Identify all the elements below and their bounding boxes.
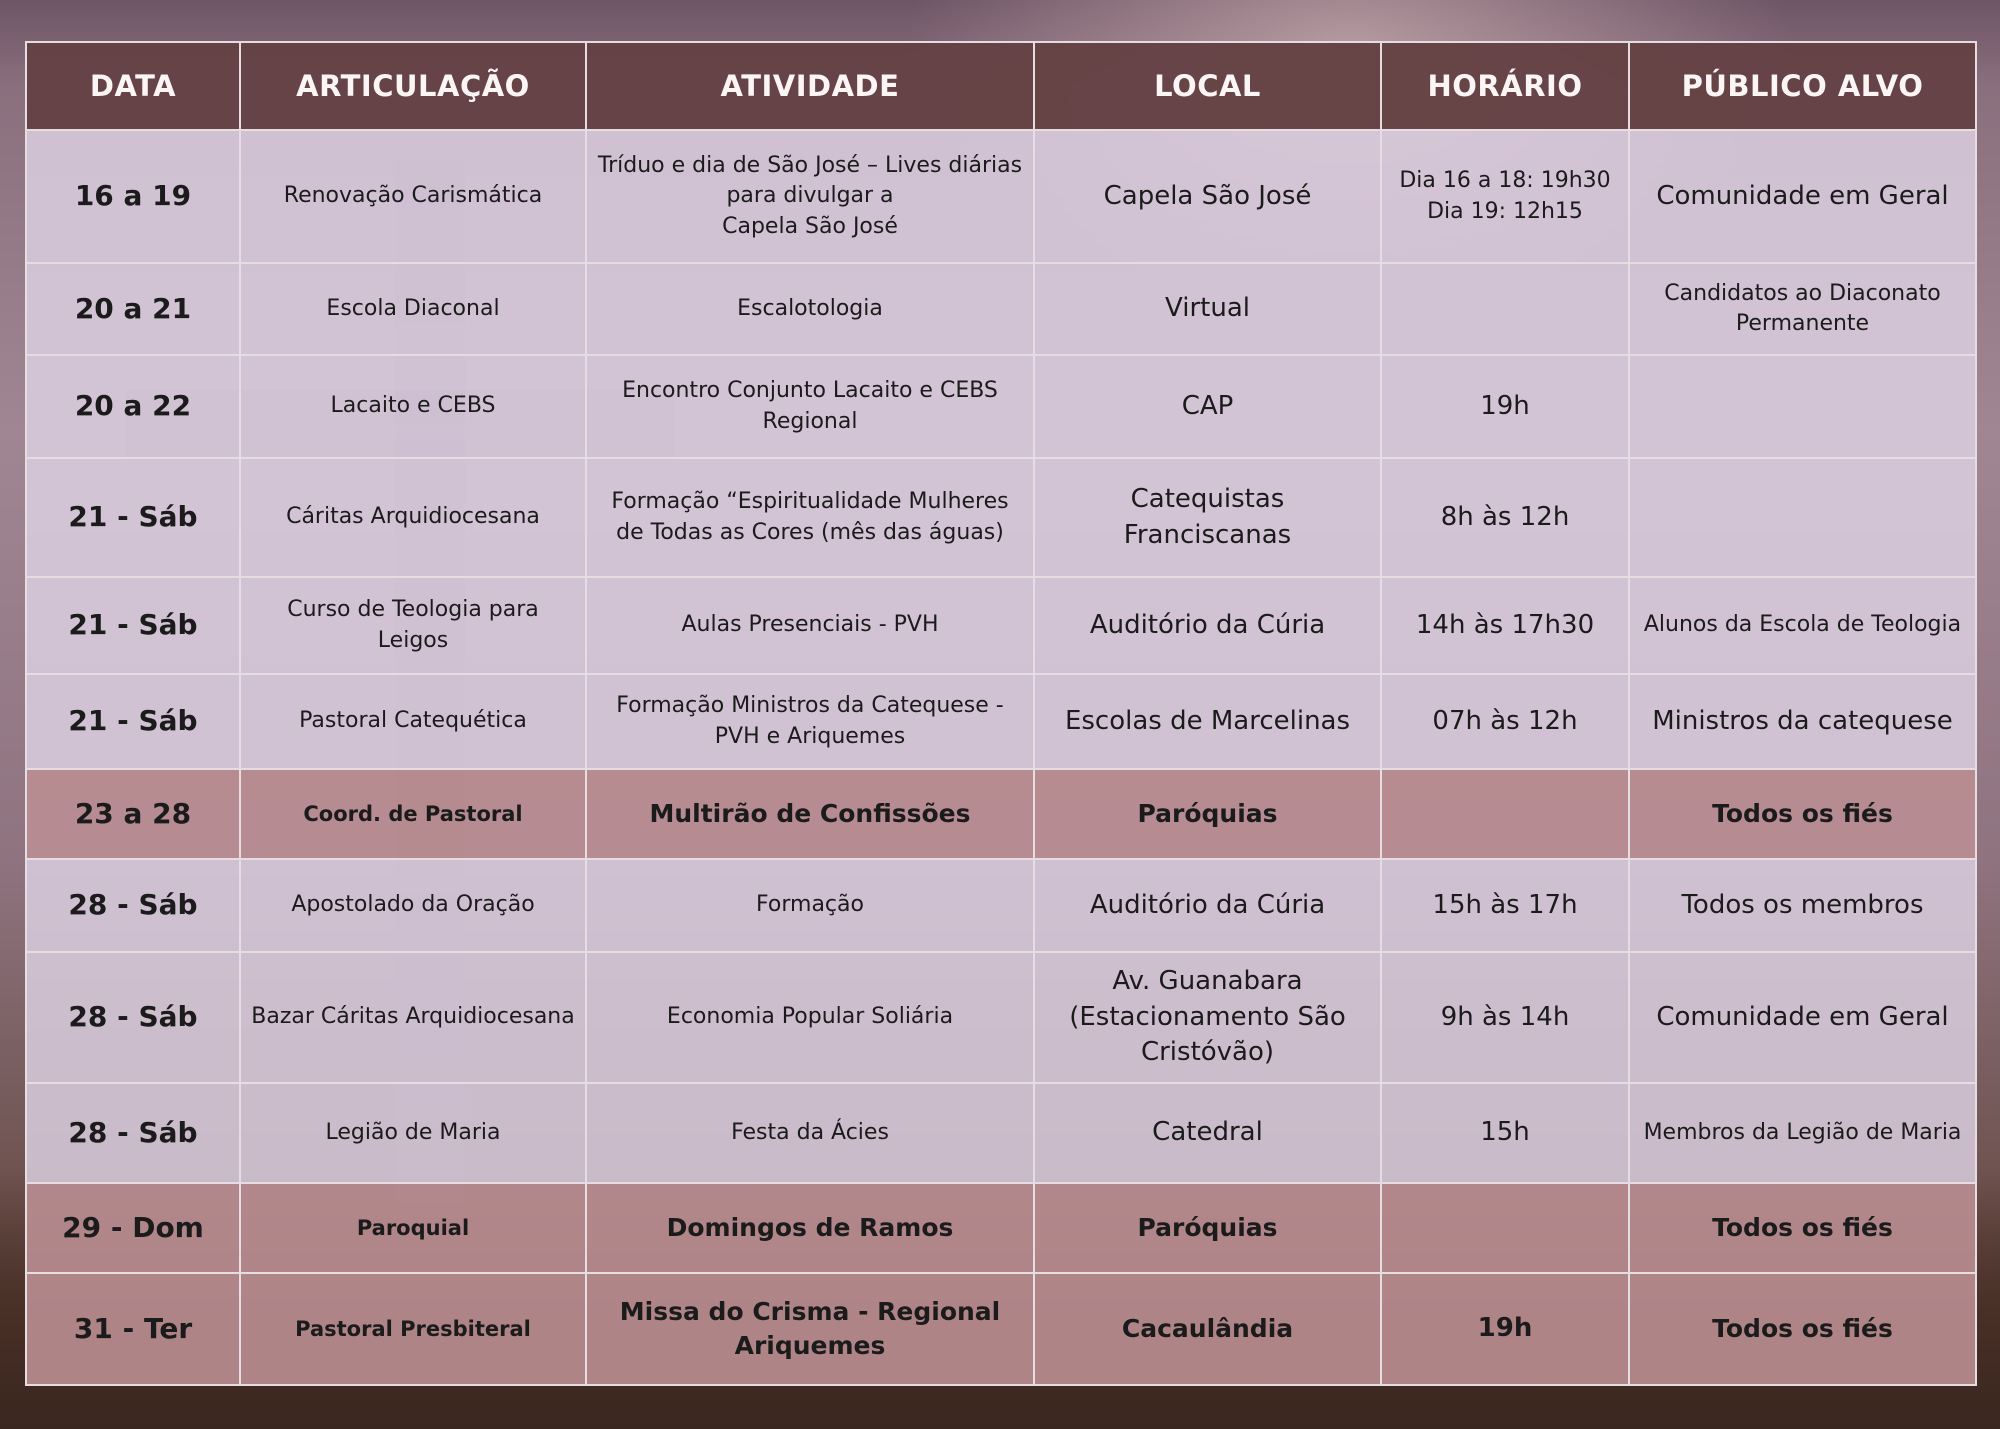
cell-location: Auditório da Cúria	[1033, 576, 1382, 675]
cell-date: 31 - Ter	[25, 1272, 241, 1386]
cell-date: 20 a 22	[25, 354, 241, 459]
cell-audience: Todos os fiés	[1628, 768, 1977, 860]
cell-articulation: Pastoral Presbiteral	[239, 1272, 587, 1386]
cell-activity: Formação	[585, 858, 1035, 953]
cell-time: 19h	[1380, 354, 1630, 459]
table-row: 20 a 22 Lacaito e CEBS Encontro Conjunto L…	[25, 354, 1977, 459]
header-date: DATA	[25, 41, 241, 131]
cell-date: 28 - Sáb	[25, 1082, 241, 1184]
cell-location: Escolas de Marcelinas	[1033, 673, 1382, 770]
cell-activity: Multirão de Confissões	[585, 768, 1035, 860]
table-row: 28 - Sáb Bazar Cáritas Arquidiocesana Econ…	[25, 951, 1977, 1084]
cell-time	[1380, 1182, 1630, 1274]
cell-location: Cacaulândia	[1033, 1272, 1382, 1386]
cell-audience: Todos os fiés	[1628, 1272, 1977, 1386]
header-articulation: ARTICULAÇÃO	[239, 41, 587, 131]
cell-date: 28 - Sáb	[25, 951, 241, 1084]
cell-audience: Candidatos ao Diaconato Permanente	[1628, 262, 1977, 356]
cell-location: Paróquias	[1033, 768, 1382, 860]
header-row: DATA ARTICULAÇÃO ATIVIDADE LOCAL HORÁRIO PÚBL…	[25, 41, 1977, 131]
cell-date: 16 a 19	[25, 129, 241, 264]
cell-time: 07h às 12h	[1380, 673, 1630, 770]
cell-articulation: Pastoral Catequética	[239, 673, 587, 770]
cell-date: 23 a 28	[25, 768, 241, 860]
schedule-table: DATA ARTICULAÇÃO ATIVIDADE LOCAL HORÁRIO PÚBL…	[25, 41, 1977, 1386]
cell-location: Catequistas Franciscanas	[1033, 457, 1382, 578]
cell-location: Virtual	[1033, 262, 1382, 356]
table-row: 29 - Dom Paroquial Domingos de Ramos Paróqu…	[25, 1182, 1977, 1274]
cell-date: 20 a 21	[25, 262, 241, 356]
cell-activity: Missa do Crisma - Regional Ariquemes	[585, 1272, 1035, 1386]
cell-time: Dia 16 a 18: 19h30 Dia 19: 12h15	[1380, 129, 1630, 264]
cell-time: 14h às 17h30	[1380, 576, 1630, 675]
cell-activity: Encontro Conjunto Lacaito e CEBS Regiona…	[585, 354, 1035, 459]
cell-date: 21 - Sáb	[25, 673, 241, 770]
cell-activity: Aulas Presenciais - PVH	[585, 576, 1035, 675]
cell-date: 21 - Sáb	[25, 576, 241, 675]
cell-audience: Todos os membros	[1628, 858, 1977, 953]
cell-time	[1380, 262, 1630, 356]
table-row: 28 - Sáb Apostolado da Oração Formação Audi…	[25, 858, 1977, 953]
cell-articulation: Legião de Maria	[239, 1082, 587, 1184]
table-row: 20 a 21 Escola Diaconal Escalotologia Virtu…	[25, 262, 1977, 356]
cell-audience: Comunidade em Geral	[1628, 951, 1977, 1084]
cell-articulation: Lacaito e CEBS	[239, 354, 587, 459]
cell-audience: Ministros da catequese	[1628, 673, 1977, 770]
table-row: 28 - Sáb Legião de Maria Festa da Ácies Cat…	[25, 1082, 1977, 1184]
cell-audience: Alunos da Escola de Teologia	[1628, 576, 1977, 675]
cell-time: 19h	[1380, 1272, 1630, 1386]
cell-activity: Economia Popular Soliária	[585, 951, 1035, 1084]
cell-time: 15h	[1380, 1082, 1630, 1184]
table-row: 21 - Sáb Cáritas Arquidiocesana Formação “…	[25, 457, 1977, 578]
cell-articulation: Coord. de Pastoral	[239, 768, 587, 860]
cell-location: Paróquias	[1033, 1182, 1382, 1274]
cell-activity: Escalotologia	[585, 262, 1035, 356]
header-activity: ATIVIDADE	[585, 41, 1035, 131]
header-time: HORÁRIO	[1380, 41, 1630, 131]
cell-articulation: Paroquial	[239, 1182, 587, 1274]
cell-articulation: Cáritas Arquidiocesana	[239, 457, 587, 578]
table-row: 16 a 19 Renovação Carismática Tríduo e dia…	[25, 129, 1977, 264]
cell-articulation: Escola Diaconal	[239, 262, 587, 356]
table-row: 23 a 28 Coord. de Pastoral Multirão de Con…	[25, 768, 1977, 860]
cell-location: Av. Guanabara (Estacionamento São Cristó…	[1033, 951, 1382, 1084]
cell-activity: Domingos de Ramos	[585, 1182, 1035, 1274]
cell-activity: Formação “Espiritualidade Mulheres de To…	[585, 457, 1035, 578]
cell-date: 28 - Sáb	[25, 858, 241, 953]
cell-time: 15h às 17h	[1380, 858, 1630, 953]
cell-activity: Tríduo e dia de São José – Lives diárias…	[585, 129, 1035, 264]
cell-time: 8h às 12h	[1380, 457, 1630, 578]
header-location: LOCAL	[1033, 41, 1382, 131]
cell-date: 21 - Sáb	[25, 457, 241, 578]
cell-activity: Festa da Ácies	[585, 1082, 1035, 1184]
cell-time	[1380, 768, 1630, 860]
cell-time: 9h às 14h	[1380, 951, 1630, 1084]
cell-date: 29 - Dom	[25, 1182, 241, 1274]
cell-audience: Comunidade em Geral	[1628, 129, 1977, 264]
header-audience: PÚBLICO ALVO	[1628, 41, 1977, 131]
cell-audience	[1628, 354, 1977, 459]
table-row: 21 - Sáb Pastoral Catequética Formação Min…	[25, 673, 1977, 770]
cell-articulation: Curso de Teologia para Leigos	[239, 576, 587, 675]
cell-location: Auditório da Cúria	[1033, 858, 1382, 953]
cell-articulation: Renovação Carismática	[239, 129, 587, 264]
cell-articulation: Bazar Cáritas Arquidiocesana	[239, 951, 587, 1084]
cell-location: CAP	[1033, 354, 1382, 459]
cell-articulation: Apostolado da Oração	[239, 858, 587, 953]
cell-location: Capela São José	[1033, 129, 1382, 264]
cell-audience: Membros da Legião de Maria	[1628, 1082, 1977, 1184]
table-row: 21 - Sáb Curso de Teologia para Leigos Aul…	[25, 576, 1977, 675]
cell-audience	[1628, 457, 1977, 578]
cell-audience: Todos os fiés	[1628, 1182, 1977, 1274]
cell-activity: Formação Ministros da Catequese - PVH e …	[585, 673, 1035, 770]
table-row: 31 - Ter Pastoral Presbiteral Missa do Cri…	[25, 1272, 1977, 1386]
cell-location: Catedral	[1033, 1082, 1382, 1184]
